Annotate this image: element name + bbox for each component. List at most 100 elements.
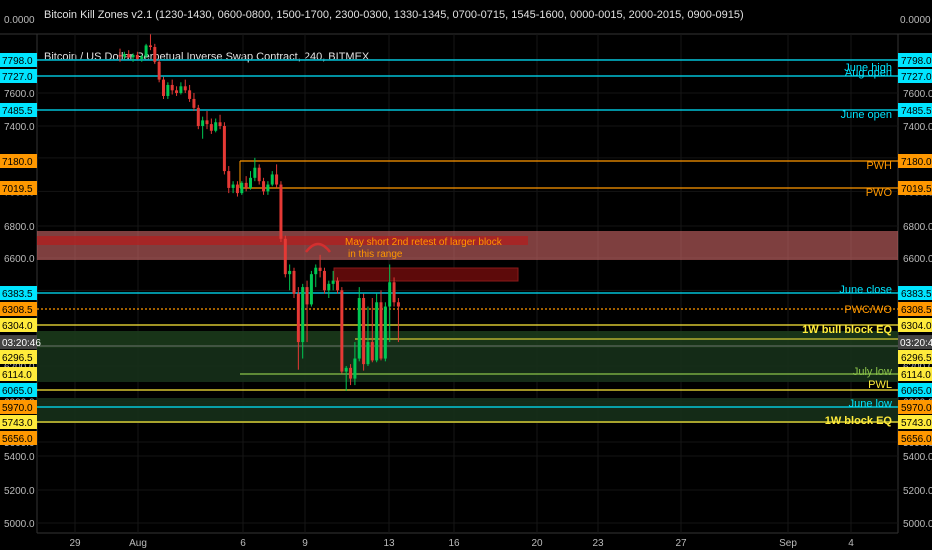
time-tick-label: 27 xyxy=(675,538,687,549)
price-tag-bg-left xyxy=(0,302,37,316)
level-label: PWC/WO xyxy=(844,304,892,316)
candle-body xyxy=(196,107,200,126)
candle-body xyxy=(318,267,322,271)
price-tag-bg-left xyxy=(0,53,37,67)
candle-body xyxy=(148,45,152,48)
price-tag-bg-right xyxy=(898,69,932,83)
candle-body xyxy=(175,90,179,93)
price-tick-label-left: 6800.0 xyxy=(4,222,35,233)
price-tag-left: 6308.5 xyxy=(2,305,33,316)
level-label: Aug open xyxy=(845,67,892,79)
level-label: June close xyxy=(839,284,892,296)
candle-body xyxy=(214,122,218,131)
time-tag-right: 03:20:46 xyxy=(900,338,932,349)
green-zone-lower xyxy=(37,398,898,423)
candle-body xyxy=(157,61,161,80)
candle-body xyxy=(118,54,122,57)
price-tag-bg-left xyxy=(0,69,37,83)
candle-body xyxy=(396,302,400,307)
corner-value-left: 0.0000 xyxy=(4,15,35,26)
price-tag-bg-right xyxy=(898,53,932,67)
price-tag-left: 7798.0 xyxy=(2,56,33,67)
candle-body xyxy=(292,270,296,294)
price-tag-right: 5743.0 xyxy=(901,418,932,429)
price-tag-bg-left xyxy=(0,154,37,168)
candles xyxy=(118,34,400,391)
candle-body xyxy=(309,274,313,305)
level-label: June high xyxy=(844,62,892,74)
price-tag-bg-right xyxy=(898,286,932,300)
time-tick-label: 4 xyxy=(848,538,854,549)
right-price-axis[interactable]: 5000.05200.05400.05600.06000.06200.06400… xyxy=(898,53,932,530)
candle-body xyxy=(253,167,257,178)
price-tag-left: 5743.0 xyxy=(2,418,33,429)
level-label: 1W bull block EQ xyxy=(802,324,892,336)
time-tag-right-bg xyxy=(898,335,932,350)
price-tag-right: 7180.0 xyxy=(901,157,932,168)
price-tag-bg-right xyxy=(898,383,932,397)
price-tag-bg-right xyxy=(898,181,932,195)
price-tag-right: 7019.5 xyxy=(901,184,932,195)
price-tag-left: 6114.0 xyxy=(2,370,32,381)
price-tick-label-left: 5400.0 xyxy=(4,452,35,463)
candle-body xyxy=(188,90,192,99)
candle-body xyxy=(283,238,287,275)
level-label: July low xyxy=(853,366,892,378)
candle-body xyxy=(262,181,266,192)
candle-body xyxy=(170,84,174,91)
candle-body xyxy=(331,280,335,284)
large-block-zone xyxy=(37,231,898,260)
price-tick-label-left: 5000.0 xyxy=(4,519,35,530)
candle-body xyxy=(235,184,239,194)
price-tag-right: 5970.0 xyxy=(901,403,932,414)
time-axis[interactable]: 29 Aug 6 9 13 16 20 23 27 Sep 4 xyxy=(69,538,854,549)
price-tag-right: 6308.5 xyxy=(901,305,932,316)
price-tag-right: 6296.5 xyxy=(901,353,932,364)
time-tick-label: 20 xyxy=(531,538,543,549)
small-block-zone xyxy=(333,267,519,282)
price-tag-bg-left xyxy=(0,286,37,300)
candle-body xyxy=(209,124,213,131)
level-label: June low xyxy=(849,398,892,410)
candle-body xyxy=(336,280,339,291)
candle-body xyxy=(340,290,344,372)
candle-body xyxy=(131,54,135,58)
candle-body xyxy=(244,182,248,188)
time-tick-label: 9 xyxy=(302,538,308,549)
price-tag-bg-right xyxy=(898,350,932,364)
left-price-axis[interactable]: 5000.05200.05400.05600.06000.06200.06400… xyxy=(0,53,41,530)
price-tag-bg-right xyxy=(898,400,932,414)
level-label: PWH xyxy=(866,160,892,172)
indicator-title: Bitcoin Kill Zones v2.1 (1230-1430, 0600… xyxy=(44,9,744,21)
price-tag-left: 7727.0 xyxy=(2,72,33,83)
price-tag-right: 6304.0 xyxy=(901,321,932,332)
price-tag-left: 6383.5 xyxy=(2,289,33,300)
candle-body xyxy=(327,283,331,291)
price-tag-right: 7485.5 xyxy=(901,106,932,117)
price-tick-label-left: 7400.0 xyxy=(4,122,35,133)
price-tag-bg-right xyxy=(898,318,932,332)
candle-body xyxy=(275,174,279,185)
candle-body xyxy=(296,293,300,343)
price-tag-right: 7727.0 xyxy=(901,72,932,83)
price-tag-bg-left xyxy=(0,367,37,381)
candle-body xyxy=(314,267,318,275)
zones xyxy=(37,231,898,423)
candle-body xyxy=(279,184,283,239)
candle-body xyxy=(379,302,383,359)
candle-body xyxy=(266,184,270,192)
candle-body xyxy=(392,282,396,303)
candle-body xyxy=(388,282,392,307)
candle-body xyxy=(362,298,366,365)
candle-body xyxy=(179,86,183,93)
price-tick-label-right: 6600.0 xyxy=(903,254,932,265)
candle-body xyxy=(375,302,379,361)
time-tick-label: 29 xyxy=(69,538,81,549)
candle-body xyxy=(166,84,170,96)
annotation-text-2: in this range xyxy=(348,249,403,260)
candle-body xyxy=(135,54,139,59)
candle-body xyxy=(122,54,126,57)
price-tag-left: 6304.0 xyxy=(2,321,33,332)
green-zone-middle xyxy=(37,348,898,382)
